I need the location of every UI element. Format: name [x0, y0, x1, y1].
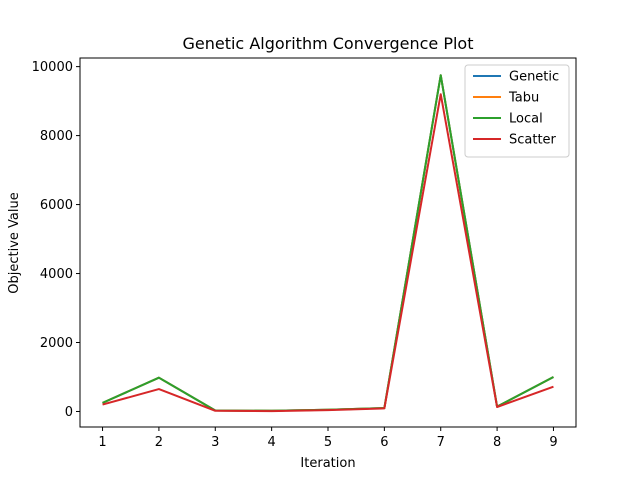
x-tick-label: 7 [437, 435, 445, 450]
y-tick-label: 2000 [40, 336, 73, 351]
legend-label-genetic: Genetic [509, 70, 559, 85]
legend: Genetic Tabu Local Scatter [464, 64, 570, 158]
chart-title: Genetic Algorithm Convergence Plot [182, 34, 473, 53]
axes-frame [79, 57, 577, 428]
plot-area: 1 2 3 4 5 6 7 8 9 0 2000 4000 6000 8000 10000 [32, 57, 577, 450]
x-tick-label: 4 [267, 435, 275, 450]
x-axis-label: Iteration [300, 456, 355, 471]
legend-box [464, 64, 570, 158]
y-tick-label: 8000 [40, 129, 73, 144]
series-line-scatter [102, 93, 554, 413]
x-tick-label: 3 [211, 435, 219, 450]
x-tick-label: 1 [98, 435, 106, 450]
y-tick-label: 0 [65, 405, 73, 420]
y-tick-label: 10000 [32, 60, 73, 75]
x-tick-label: 2 [155, 435, 163, 450]
y-tick-label: 4000 [40, 267, 73, 282]
y-axis-label: Objective Value [7, 192, 22, 293]
legend-label-local: Local [509, 112, 543, 127]
x-tick-label: 6 [380, 435, 388, 450]
x-tick-label: 8 [493, 435, 501, 450]
legend-label-tabu: Tabu [508, 91, 539, 106]
legend-label-scatter: Scatter [509, 133, 557, 148]
x-tick-label: 5 [324, 435, 332, 450]
y-tick-label: 6000 [40, 198, 73, 213]
x-tick-label: 9 [549, 435, 557, 450]
